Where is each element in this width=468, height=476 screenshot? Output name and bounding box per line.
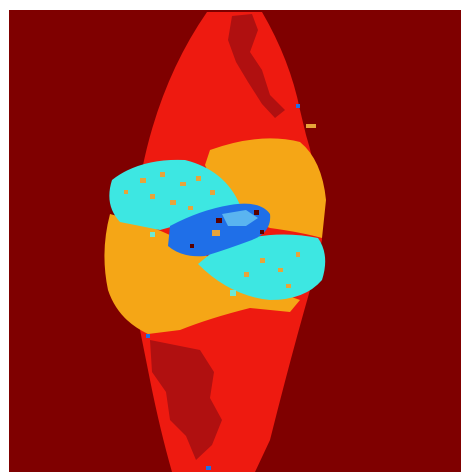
lower-right-cyan-region xyxy=(198,234,326,300)
upper-right-orange-region xyxy=(205,138,326,238)
speckles xyxy=(124,104,316,470)
lower-band-region xyxy=(104,214,300,334)
outer-region-dark-bottom xyxy=(150,340,222,460)
center-blob-highlight xyxy=(222,210,258,226)
outer-region-dark-top xyxy=(228,14,285,118)
